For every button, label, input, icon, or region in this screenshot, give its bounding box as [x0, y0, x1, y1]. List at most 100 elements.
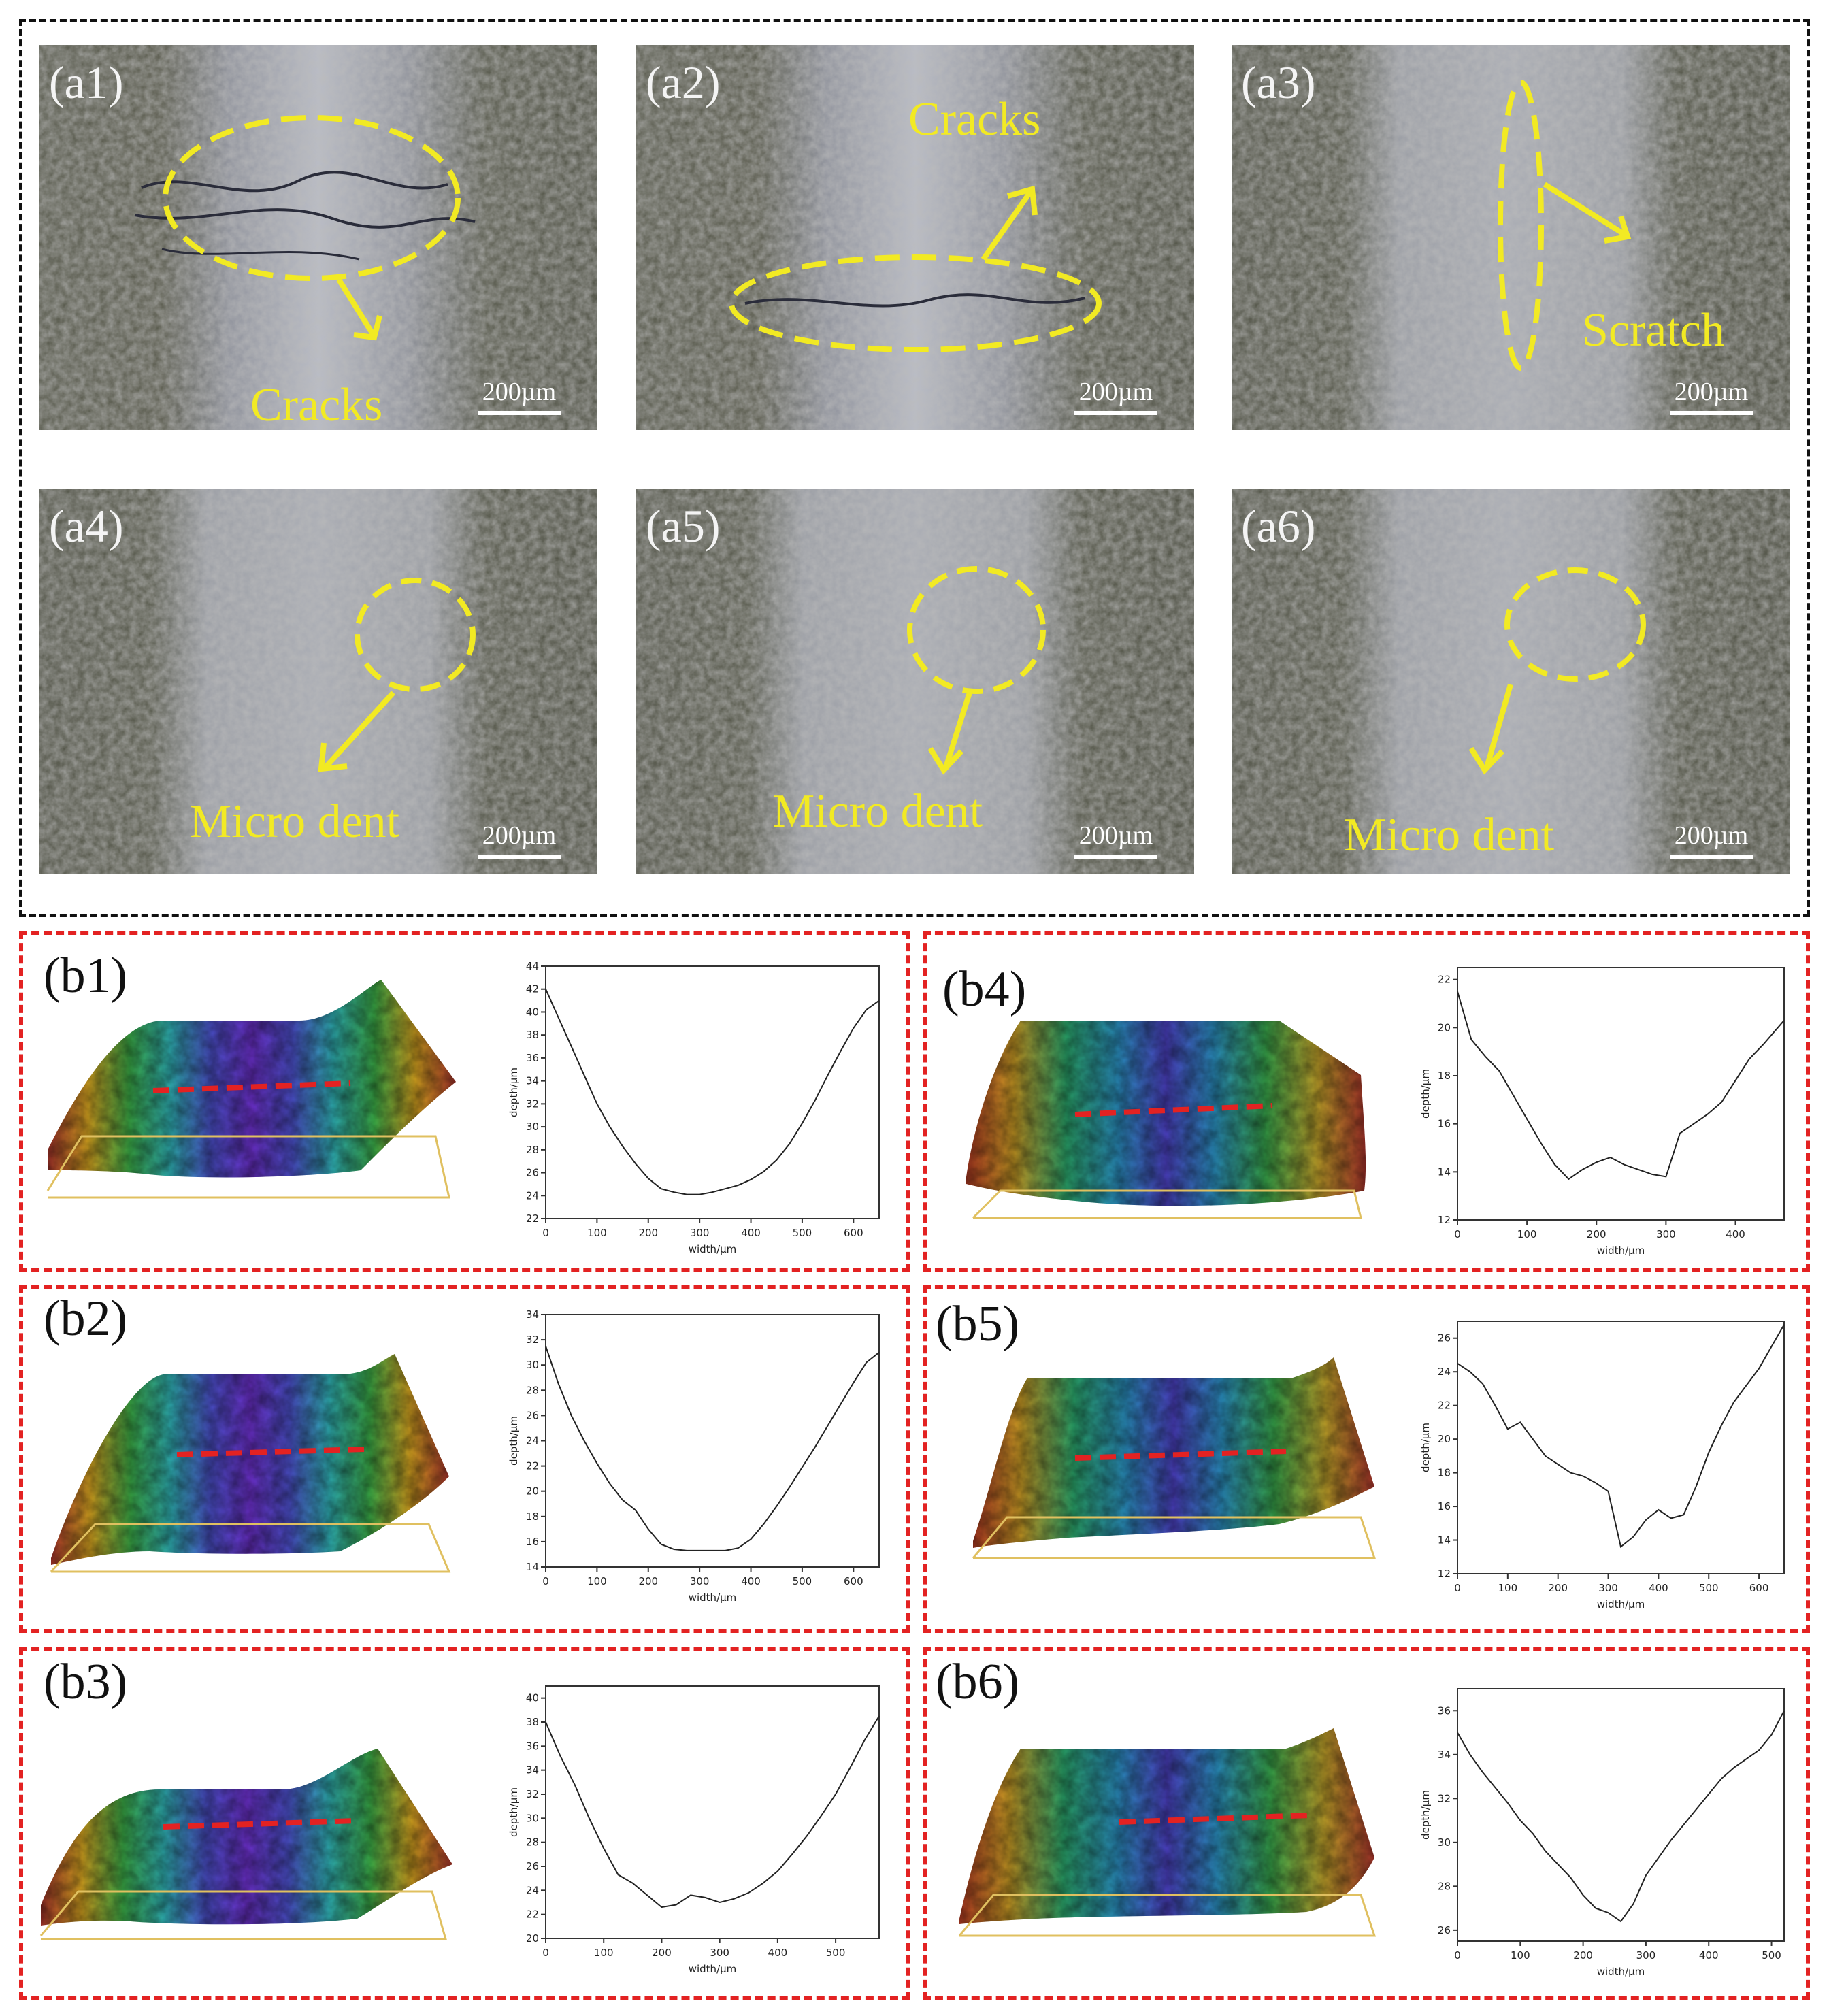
x-tick-label: 200 [1548, 1582, 1568, 1594]
micrograph-label: (a1) [49, 56, 124, 108]
x-tick-label: 300 [690, 1575, 710, 1587]
x-tick-label: 200 [638, 1227, 658, 1239]
y-axis-label: depth/µm [1419, 1790, 1432, 1840]
x-axis-label: width/µm [1597, 1244, 1645, 1257]
y-tick-label: 12 [1438, 1568, 1451, 1580]
depth-profile-chart-b6: 0 100 200 300 400 500 26 28 30 32 34 36 width/µm dept… [1419, 1688, 1785, 1978]
profile-label-b2: (b2) [44, 1291, 128, 1346]
x-tick-label: 0 [542, 1575, 549, 1587]
x-axis-label: width/µm [689, 1591, 737, 1604]
x-tick-label: 100 [1517, 1228, 1537, 1240]
y-tick-label: 22 [526, 1212, 539, 1225]
micrograph-a4: (a4) Micro dent 200µm [39, 489, 597, 874]
micrograph-a5: (a5) Micro dent 200µm [636, 489, 1194, 874]
x-tick-label: 100 [587, 1227, 607, 1239]
profile-panel-b3-frame [19, 1647, 910, 2000]
y-tick-label: 28 [1438, 1880, 1451, 1892]
scale-bar: 200µm [478, 377, 561, 415]
depth-profile-line [1457, 1710, 1785, 1923]
y-tick-label: 20 [526, 1485, 539, 1498]
profile-panel-b5-frame [923, 1285, 1810, 1633]
scale-bar-label: 200µm [1078, 378, 1153, 406]
y-tick-label: 22 [526, 1908, 539, 1921]
annotation-cracks: Cracks [908, 93, 1041, 146]
depth-profile-line [1457, 1324, 1785, 1549]
scale-bar-line [1074, 855, 1157, 859]
y-tick-label: 28 [526, 1384, 539, 1396]
scale-bar-label: 200µm [482, 378, 557, 406]
annotation-micro-dent: Micro dent [1344, 809, 1555, 861]
profile-line-b2 [176, 1447, 365, 1457]
x-tick-label: 600 [1749, 1582, 1769, 1594]
y-tick-label: 32 [526, 1334, 539, 1346]
x-tick-label: 200 [1587, 1228, 1606, 1240]
y-axis-label: depth/µm [508, 1068, 520, 1117]
y-tick-label: 26 [526, 1860, 539, 1872]
micrograph-label: (a2) [646, 56, 721, 108]
micrograph-a6: (a6) Micro dent 200µm [1232, 489, 1790, 874]
depth-profile-chart-b3: 0 100 200 300 400 500 20 22 24 26 28 30 32 34 36 38 40 wi… [508, 1685, 880, 1975]
profile-label-b5: (b5) [936, 1296, 1020, 1352]
y-tick-label: 24 [526, 1189, 539, 1202]
x-tick-label: 200 [1573, 1949, 1593, 1962]
x-tick-label: 400 [1649, 1582, 1668, 1594]
y-tick-label: 26 [1438, 1924, 1451, 1936]
y-axis-label: depth/µm [508, 1787, 520, 1837]
surface-3d-b6 [958, 1728, 1377, 1937]
x-axis-label: width/µm [689, 1243, 737, 1255]
x-tick-label: 200 [638, 1575, 658, 1587]
y-tick-label: 30 [526, 1121, 539, 1133]
y-tick-label: 24 [1438, 1366, 1451, 1378]
micrograph-a2: (a2) Cracks 200µm [636, 45, 1194, 430]
y-tick-label: 14 [1438, 1166, 1451, 1178]
micrograph-group-frame [19, 19, 1810, 917]
micrograph-a5-image [636, 489, 1194, 874]
micrograph-a3-image [1232, 45, 1790, 430]
y-tick-label: 32 [526, 1097, 539, 1110]
annotation-micro-dent: Micro dent [189, 795, 400, 848]
x-tick-label: 0 [542, 1227, 549, 1239]
depth-profile-chart-b2: 0 100 200 300 400 500 600 14 16 18 20 22 24 26 28 30 32 3… [508, 1308, 880, 1604]
y-axis-label: depth/µm [1419, 1069, 1432, 1119]
scale-bar: 200µm [1670, 377, 1753, 415]
plot-frame [1457, 1688, 1785, 1942]
depth-profile-chart-b4: 0 100 200 300 400 12 14 16 18 20 22 width/µm depth/µ… [1419, 967, 1785, 1257]
x-tick-label: 600 [844, 1227, 863, 1239]
x-tick-label: 300 [1636, 1949, 1656, 1962]
scale-bar: 200µm [1670, 821, 1753, 859]
plot-frame [1457, 1321, 1785, 1574]
x-tick-label: 300 [1656, 1228, 1676, 1240]
y-tick-label: 32 [526, 1788, 539, 1800]
y-tick-label: 12 [1438, 1214, 1451, 1226]
x-tick-label: 400 [741, 1575, 761, 1587]
profile-line-b3 [163, 1818, 358, 1830]
surface-3d-b5 [972, 1357, 1377, 1559]
surface-3d-b3 [39, 1749, 452, 1940]
profile-label-b4: (b4) [942, 961, 1027, 1017]
x-tick-label: 400 [1726, 1228, 1745, 1240]
y-tick-label: 16 [1438, 1500, 1451, 1513]
scale-bar-line [478, 411, 561, 415]
profile-panel-b6-frame [923, 1647, 1810, 2000]
x-tick-label: 600 [844, 1575, 863, 1587]
micrograph-a1-image [39, 45, 597, 430]
scale-bar: 200µm [478, 821, 561, 859]
depth-profile-chart-b5: 0 100 200 300 400 500 600 12 14 16 18 20 22 24 26 width… [1419, 1321, 1785, 1610]
depth-profile-line [545, 1346, 880, 1551]
y-tick-label: 44 [526, 960, 539, 972]
x-tick-label: 100 [594, 1947, 614, 1959]
y-axis-label: depth/µm [1419, 1423, 1432, 1472]
scale-bar-line [1670, 411, 1753, 415]
plot-frame [545, 1314, 880, 1568]
micrograph-a3: (a3) Scratch 200µm [1232, 45, 1790, 430]
depth-profile-line [545, 989, 880, 1195]
x-tick-label: 300 [1598, 1582, 1618, 1594]
scale-bar-line [1670, 855, 1753, 859]
y-tick-label: 26 [526, 1409, 539, 1421]
x-tick-label: 200 [652, 1947, 672, 1959]
y-tick-label: 36 [1438, 1704, 1451, 1717]
annotation-micro-dent: Micro dent [772, 785, 983, 838]
micrograph-a2-image [636, 45, 1194, 430]
annotation-cracks: Cracks [250, 379, 383, 430]
y-tick-label: 38 [526, 1716, 539, 1728]
